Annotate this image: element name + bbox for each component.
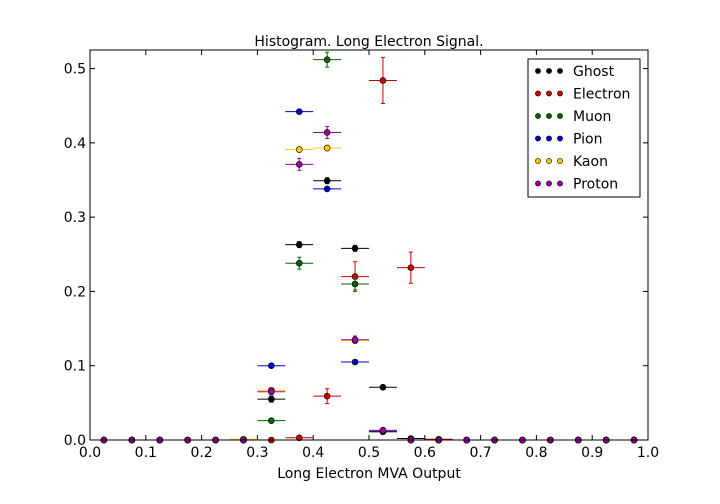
y-tick-label: 0.4 — [64, 136, 86, 152]
data-point — [295, 241, 303, 248]
x-tick-label: 0.0 — [79, 445, 101, 461]
data-point — [268, 362, 275, 370]
x-tick-label: 0.7 — [469, 445, 491, 461]
data-point — [268, 395, 275, 403]
legend-marker — [557, 113, 563, 119]
x-tick-label: 0.4 — [302, 445, 324, 461]
data-point — [268, 388, 275, 396]
data-point — [295, 161, 303, 168]
legend-marker — [546, 158, 552, 164]
data-point — [323, 185, 331, 193]
data-point — [351, 245, 359, 252]
x-axis-label: Long Electron MVA Output — [277, 466, 461, 482]
x-tick-label: 0.6 — [414, 445, 436, 461]
y-tick-label: 0.0 — [64, 433, 86, 449]
data-point — [295, 434, 303, 442]
data-point — [407, 264, 415, 271]
x-tick-label: 0.1 — [135, 445, 157, 461]
legend-entry-ghost: Ghost — [535, 64, 615, 80]
data-point — [351, 336, 359, 344]
chart-title: Histogram. Long Electron Signal. — [254, 34, 483, 50]
legend-label: Kaon — [573, 154, 608, 170]
legend-entry-muon: Muon — [535, 109, 611, 125]
legend-marker — [546, 68, 552, 74]
y-tick-label: 0.2 — [64, 284, 86, 300]
legend-marker — [557, 135, 563, 142]
data-point — [323, 392, 331, 400]
x-tick-label: 1.0 — [637, 445, 659, 461]
legend-marker — [535, 68, 541, 74]
legend-entry-pion: Pion — [535, 132, 602, 148]
data-point — [351, 358, 359, 366]
legend-marker — [535, 113, 541, 119]
data-point — [295, 259, 303, 267]
data-point — [323, 144, 331, 152]
data-point — [379, 427, 387, 434]
legend-marker — [557, 90, 563, 97]
data-point — [295, 108, 303, 115]
legend-label: Ghost — [573, 64, 615, 80]
legend-marker — [546, 90, 552, 97]
legend-marker — [546, 135, 552, 142]
legend-marker — [557, 180, 563, 187]
legend-marker — [535, 90, 541, 97]
x-tick-label: 0.9 — [581, 445, 603, 461]
data-point — [323, 129, 331, 136]
legend-entry-electron: Electron — [535, 87, 630, 103]
legend-box — [527, 58, 641, 198]
y-tick-label: 0.3 — [64, 210, 86, 226]
legend: Ghost Electron Muon Pion Kaon Proton — [527, 58, 641, 198]
legend-label: Electron — [573, 87, 630, 103]
axis-ticks: 0.0 0.1 0.2 0.3 0.4 0.5 0.6 0.7 0.8 0.9 1.0 0.0 0.1 0… — [64, 50, 659, 461]
legend-marker — [557, 158, 563, 164]
legend-marker — [535, 158, 541, 164]
legend-label: Proton — [573, 177, 618, 193]
legend-entry-kaon: Kaon — [535, 154, 608, 170]
data-point — [379, 77, 387, 84]
legend-marker — [546, 180, 552, 187]
data-point — [379, 383, 387, 391]
legend-label: Muon — [573, 109, 611, 125]
data-point — [268, 417, 275, 424]
legend-marker — [535, 135, 541, 142]
plot-frame — [89, 49, 649, 441]
legend-marker — [535, 180, 541, 187]
legend-marker — [546, 113, 552, 119]
x-tick-label: 0.5 — [358, 445, 380, 461]
data-point — [323, 56, 331, 63]
data-point — [295, 146, 303, 153]
legend-marker — [557, 68, 563, 74]
y-tick-label: 0.1 — [64, 359, 86, 375]
x-tick-label: 0.3 — [246, 445, 268, 461]
legend-entry-proton: Proton — [535, 177, 618, 193]
data-point — [323, 177, 331, 185]
y-tick-label: 0.5 — [64, 62, 86, 78]
x-tick-label: 0.2 — [190, 445, 212, 461]
x-tick-label: 0.8 — [525, 445, 547, 461]
data-point — [351, 280, 359, 288]
legend-label: Pion — [573, 132, 602, 148]
